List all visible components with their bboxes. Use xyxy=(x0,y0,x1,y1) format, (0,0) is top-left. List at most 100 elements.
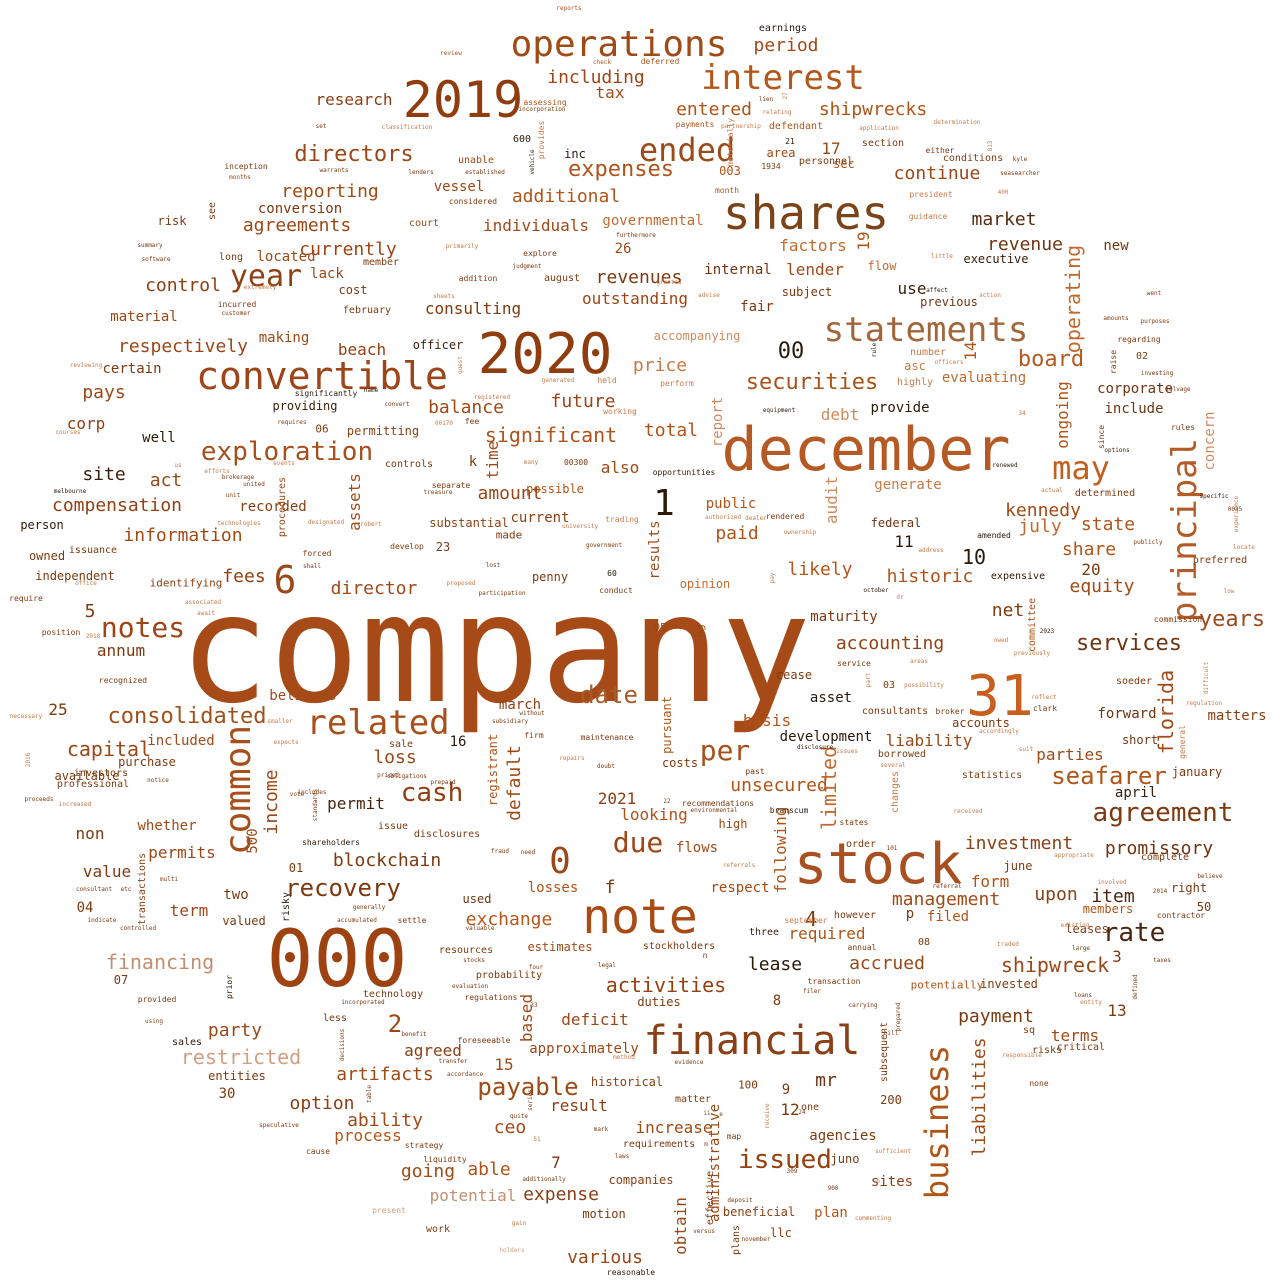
cloud-word-penny: penny xyxy=(531,570,569,584)
cloud-word-26: 26 xyxy=(614,241,632,257)
cloud-word-matter: matter xyxy=(674,1094,712,1105)
cloud-word-leases: leases xyxy=(1065,922,1109,936)
cloud-word-filed: filed xyxy=(926,909,970,925)
cloud-word-providing: providing xyxy=(272,399,338,413)
cloud-word-subsidiary: subsidiary xyxy=(491,718,529,725)
cloud-word-agreements: agreements xyxy=(242,215,352,236)
cloud-word-development: development xyxy=(779,729,873,745)
cloud-word-51: 51 xyxy=(533,1136,541,1143)
cloud-word-traded: traded xyxy=(997,941,1019,948)
cloud-word-entities: entities xyxy=(208,1069,266,1083)
cloud-word-llc: llc xyxy=(770,1226,792,1240)
cloud-word-cause: cause xyxy=(305,1147,331,1156)
cloud-word-2019: 2019 xyxy=(402,71,524,129)
cloud-word-previous: previous xyxy=(920,295,978,309)
cloud-word-associated: associated xyxy=(184,599,222,606)
cloud-word-currently: currently xyxy=(299,239,397,260)
cloud-word-2020: 2020 xyxy=(477,322,613,387)
cloud-word-raise: raise xyxy=(1109,349,1118,375)
cloud-word-able: able xyxy=(467,1159,511,1180)
cloud-word-included: included xyxy=(147,733,215,749)
cloud-word-agencies: agencies xyxy=(809,1128,877,1144)
cloud-word-notice: notice xyxy=(147,777,169,784)
cloud-word-located: located xyxy=(256,249,316,265)
cloud-word-000: 000 xyxy=(266,915,408,1005)
cloud-word-deficit: deficit xyxy=(561,1010,629,1029)
cloud-word-309: 309 xyxy=(786,1168,798,1175)
cloud-word-30: 30 xyxy=(218,1086,236,1102)
cloud-word-technologies: technologies xyxy=(217,520,261,527)
cloud-word-october: october xyxy=(863,587,889,594)
cloud-word-set: set xyxy=(315,123,327,130)
cloud-word-entity: entity xyxy=(1080,999,1102,1006)
cloud-word-none: none xyxy=(1029,1079,1049,1088)
cloud-word-without: without xyxy=(519,710,545,717)
cloud-word-time: time xyxy=(483,440,502,480)
cloud-word-quest: quest xyxy=(457,355,464,375)
cloud-word-well: well xyxy=(142,430,176,446)
cloud-word-sq: sq xyxy=(1022,1025,1036,1036)
cloud-word-mark: mark xyxy=(593,1126,609,1133)
cloud-word-stocks: stocks xyxy=(463,957,485,964)
cloud-word-flows: flows xyxy=(675,840,719,856)
cloud-word-accrued: accrued xyxy=(849,953,925,974)
cloud-word-accompanying: accompanying xyxy=(653,329,741,343)
cloud-word-pay: pay xyxy=(769,572,776,584)
cloud-word-notes: notes xyxy=(100,611,186,644)
cloud-word-granted: granted xyxy=(656,279,682,286)
cloud-word-matters: matters xyxy=(1207,708,1267,724)
cloud-word-received: received xyxy=(953,808,983,815)
cloud-word-equipment: equipment xyxy=(762,407,796,414)
cloud-word-shipwrecks: shipwrecks xyxy=(818,99,928,120)
cloud-word-forced: forced xyxy=(302,549,332,558)
cloud-word-personnel: personnel xyxy=(798,156,854,167)
cloud-word-increase: increase xyxy=(635,1118,713,1137)
cloud-word-8: 8 xyxy=(772,993,782,1009)
cloud-word-5: 5 xyxy=(84,601,96,622)
cloud-word-financial: financial xyxy=(643,1018,861,1064)
cloud-word-pursuant: pursuant xyxy=(660,696,674,754)
cloud-word-shipwreck: shipwreck xyxy=(1000,953,1110,977)
cloud-word-past: past xyxy=(745,767,765,776)
cloud-word-believes: believes xyxy=(269,688,337,704)
cloud-word-independent: independent xyxy=(35,569,115,583)
cloud-word-certain: certain xyxy=(102,361,162,377)
cloud-word-13: 13 xyxy=(1107,1001,1127,1020)
cloud-word-2023: 2023 xyxy=(1039,628,1055,635)
cloud-word-report: report xyxy=(710,396,726,448)
cloud-word-february: february xyxy=(342,305,392,316)
cloud-word-exploration: exploration xyxy=(200,437,374,467)
cloud-word-court: court xyxy=(408,218,440,229)
cloud-word-risks: risks xyxy=(1031,1045,1063,1056)
cloud-word-60: 60 xyxy=(607,569,617,578)
cloud-word-additional: additional xyxy=(511,186,621,207)
cloud-word-note: note xyxy=(582,889,698,945)
cloud-word-years: years xyxy=(1198,607,1266,632)
cloud-word-bill: bill xyxy=(883,1030,899,1037)
cloud-word-basis: basis xyxy=(742,711,792,730)
cloud-word-003: 003 xyxy=(719,164,741,178)
cloud-word-two: two xyxy=(223,887,249,903)
cloud-word-compensation: compensation xyxy=(51,495,183,516)
cloud-word-00: 00 xyxy=(777,339,805,364)
cloud-word-address: address xyxy=(918,547,944,554)
cloud-word-prepared: prepared xyxy=(895,1002,902,1032)
cloud-word-technology: technology xyxy=(362,989,424,1000)
cloud-word-results: results xyxy=(647,520,663,580)
cloud-word-site: site xyxy=(82,464,126,485)
cloud-word-etc: etc xyxy=(120,886,132,893)
cloud-word-name: name xyxy=(363,387,379,394)
cloud-word-process: process xyxy=(334,1126,402,1145)
cloud-word-obtain: obtain xyxy=(671,1197,690,1255)
cloud-word-determination: determination xyxy=(933,119,981,126)
cloud-word-shall: shall xyxy=(302,563,322,570)
cloud-word-preferred: preferred xyxy=(1192,555,1248,566)
cloud-word-person: person xyxy=(20,518,64,532)
cloud-word-involved: involved xyxy=(1097,879,1127,886)
cloud-word-complete: complete xyxy=(1140,852,1190,863)
cloud-word-19: 19 xyxy=(854,231,873,251)
cloud-word-accounts: accounts xyxy=(952,716,1010,730)
cloud-word-established: established xyxy=(465,169,505,176)
cloud-word-series: series xyxy=(527,1089,534,1111)
cloud-word-continue: continue xyxy=(893,163,981,184)
